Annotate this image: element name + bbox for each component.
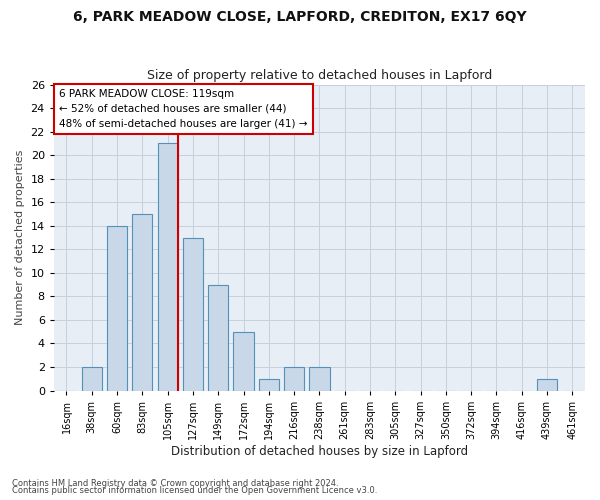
Bar <box>82 367 102 390</box>
Bar <box>284 367 304 390</box>
Text: 6, PARK MEADOW CLOSE, LAPFORD, CREDITON, EX17 6QY: 6, PARK MEADOW CLOSE, LAPFORD, CREDITON,… <box>73 10 527 24</box>
Bar <box>309 367 329 390</box>
Title: Size of property relative to detached houses in Lapford: Size of property relative to detached ho… <box>147 69 492 82</box>
Bar <box>259 379 279 390</box>
Bar <box>233 332 254 390</box>
Text: Contains public sector information licensed under the Open Government Licence v3: Contains public sector information licen… <box>12 486 377 495</box>
X-axis label: Distribution of detached houses by size in Lapford: Distribution of detached houses by size … <box>171 444 468 458</box>
Bar <box>158 144 178 390</box>
Text: Contains HM Land Registry data © Crown copyright and database right 2024.: Contains HM Land Registry data © Crown c… <box>12 478 338 488</box>
Text: 6 PARK MEADOW CLOSE: 119sqm
← 52% of detached houses are smaller (44)
48% of sem: 6 PARK MEADOW CLOSE: 119sqm ← 52% of det… <box>59 89 308 128</box>
Bar <box>132 214 152 390</box>
Y-axis label: Number of detached properties: Number of detached properties <box>15 150 25 325</box>
Bar <box>208 284 229 391</box>
Bar <box>183 238 203 390</box>
Bar <box>537 379 557 390</box>
Bar <box>107 226 127 390</box>
